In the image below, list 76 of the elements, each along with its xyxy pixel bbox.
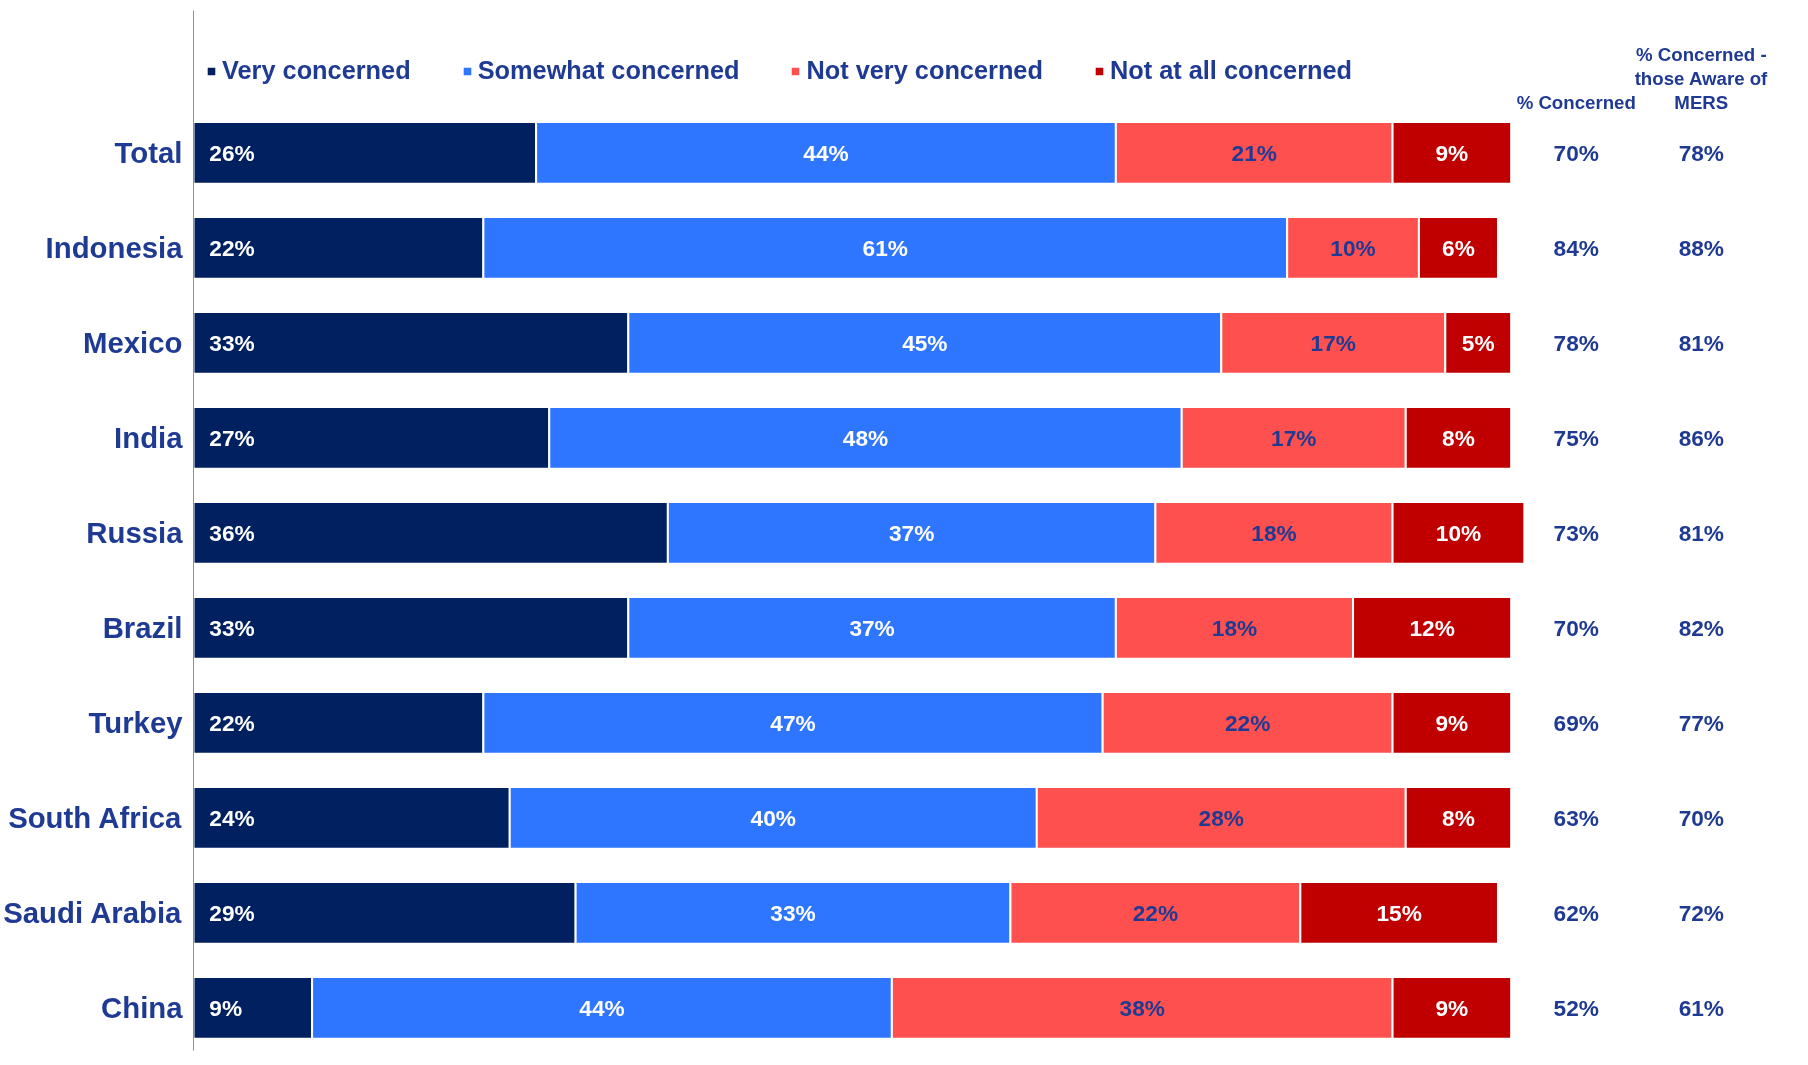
data-label: 22% — [1224, 709, 1271, 736]
y-tick-label: Brazil — [102, 611, 183, 645]
data-label: 10% — [1330, 234, 1376, 261]
legend-label: Not at all concerned — [1109, 56, 1353, 85]
y-tick-label: Russia — [86, 516, 184, 550]
text: 82% — [1678, 614, 1725, 641]
data-label: 17% — [1271, 424, 1317, 451]
data-label: 44% — [803, 139, 849, 166]
annotation: % Concerned — [1516, 92, 1636, 114]
legend-label: Very concerned — [222, 56, 411, 85]
data-label: 6% — [1442, 234, 1475, 261]
text: 81% — [1678, 329, 1725, 356]
text: 73% — [1553, 519, 1599, 546]
text: 88% — [1678, 234, 1725, 261]
text: 70% — [1553, 614, 1599, 641]
data-label: 48% — [842, 424, 889, 451]
data-label: 33% — [209, 614, 255, 641]
legend-label: Somewhat concerned — [477, 56, 740, 85]
data-label: 17% — [1310, 329, 1356, 356]
data-label: 15% — [1376, 899, 1422, 926]
data-label: 28% — [1198, 804, 1244, 831]
data-label: 9% — [1435, 139, 1469, 166]
text: 52% — [1553, 994, 1599, 1021]
text: 69% — [1553, 709, 1599, 736]
data-label: 36% — [209, 519, 255, 546]
data-label: 37% — [888, 519, 935, 546]
data-label: 29% — [209, 899, 255, 926]
data-label: 10% — [1435, 519, 1482, 546]
y-tick-label: Mexico — [83, 326, 183, 360]
data-label: 27% — [209, 424, 255, 451]
data-label: 9% — [1435, 709, 1469, 736]
data-label: 18% — [1251, 519, 1297, 546]
data-label: 12% — [1409, 614, 1455, 641]
text: 81% — [1678, 519, 1725, 546]
data-label: 33% — [209, 329, 255, 356]
text: 86% — [1678, 424, 1725, 451]
text: 72% — [1678, 899, 1725, 926]
text: 77% — [1678, 709, 1725, 736]
data-label: 38% — [1119, 994, 1165, 1021]
y-tick-label: India — [114, 421, 184, 455]
data-label: 40% — [750, 804, 796, 831]
text: 70% — [1553, 139, 1599, 166]
text: % Concerned - those Aware of MERS — [1634, 43, 1769, 114]
data-label: 9% — [1435, 994, 1469, 1021]
text: 61% — [1678, 994, 1725, 1021]
data-label: 22% — [1132, 899, 1179, 926]
data-label: 44% — [579, 994, 625, 1021]
text: 84% — [1553, 234, 1599, 261]
data-label: 8% — [1442, 804, 1475, 831]
y-tick-label: Total — [114, 136, 183, 170]
y-tick-label: Saudi Arabia — [3, 896, 183, 930]
data-label: 61% — [862, 234, 908, 261]
data-label: 5% — [1461, 329, 1495, 356]
data-label: 26% — [209, 139, 255, 166]
y-tick-label: Indonesia — [45, 231, 184, 265]
data-label: 22% — [209, 709, 255, 736]
y-tick-label: China — [101, 991, 184, 1025]
data-label: 21% — [1231, 139, 1277, 166]
data-label: 45% — [902, 329, 948, 356]
data-label: 9% — [209, 994, 243, 1021]
text: 63% — [1553, 804, 1599, 831]
text: 70% — [1678, 804, 1725, 831]
data-label: 47% — [770, 709, 816, 736]
text: 78% — [1553, 329, 1599, 356]
data-label: 24% — [209, 804, 255, 831]
data-label: 18% — [1211, 614, 1258, 641]
data-label: 37% — [849, 614, 895, 641]
legend-label: Not very concerned — [806, 56, 1043, 85]
data-label: 22% — [209, 234, 255, 261]
y-tick-label: South Africa — [8, 801, 183, 835]
y-tick-label: Turkey — [88, 706, 184, 740]
data-label: 8% — [1442, 424, 1475, 451]
text: 75% — [1553, 424, 1599, 451]
text: 78% — [1678, 139, 1725, 166]
text: 62% — [1553, 899, 1599, 926]
data-label: 33% — [770, 899, 816, 926]
